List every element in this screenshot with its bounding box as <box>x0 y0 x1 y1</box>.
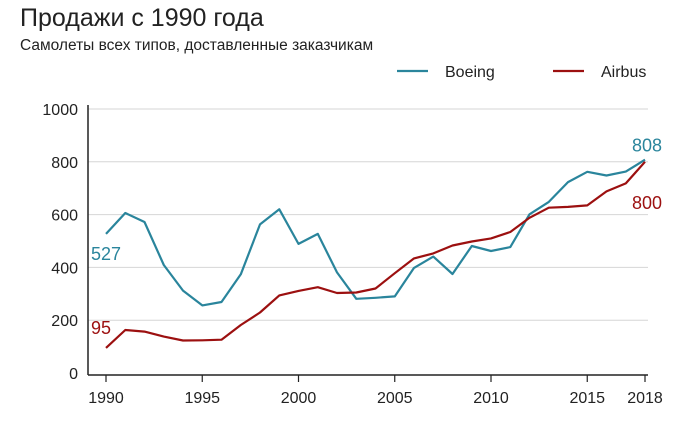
series-line-boeing <box>105 158 646 307</box>
chart-title: Продажи с 1990 года <box>20 4 264 32</box>
x-tick-label: 2018 <box>627 390 663 407</box>
x-tick-label: 1990 <box>88 390 124 407</box>
x-tick-label: 2015 <box>569 390 605 407</box>
legend-label-boeing: Boeing <box>445 64 495 81</box>
x-tick-label: 2000 <box>281 390 317 407</box>
y-tick-label: 0 <box>69 366 78 383</box>
x-tick-label: 2010 <box>473 390 509 407</box>
y-tick-label: 600 <box>51 208 78 225</box>
y-tick-label: 800 <box>51 155 78 172</box>
end-label-boeing: 808 <box>632 136 662 156</box>
series-line-airbus <box>105 161 646 349</box>
chart-subtitle: Самолеты всех типов, доставленные заказч… <box>20 37 374 54</box>
start-label-boeing: 527 <box>91 244 121 264</box>
end-label-airbus: 800 <box>632 193 662 213</box>
y-tick-label: 200 <box>51 313 78 330</box>
x-tick-label: 2005 <box>377 390 413 407</box>
x-tick-label: 1995 <box>184 390 220 407</box>
legend-label-airbus: Airbus <box>601 64 646 81</box>
y-tick-label: 400 <box>51 260 78 277</box>
y-tick-label: 1000 <box>42 102 78 119</box>
start-label-airbus: 95 <box>91 318 111 338</box>
